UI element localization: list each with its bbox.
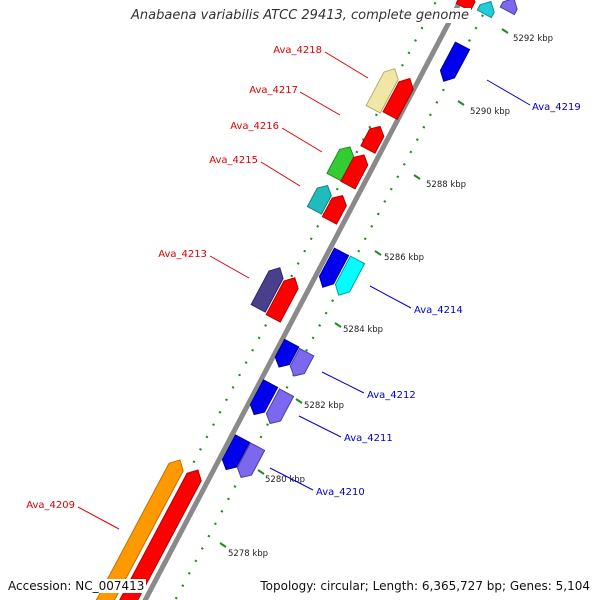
map-title: Anabaena variabilis ATCC 29413, complete… [129, 8, 471, 23]
forward-strand-genes [221, 0, 518, 479]
gene-arrow-ava-4210 [236, 442, 266, 479]
accession-label: Accession: NC_007413 [6, 579, 147, 593]
gene-arrow-red [340, 154, 369, 190]
genome-summary-label: Topology: circular; Length: 6,365,727 bp… [258, 579, 592, 593]
gene-arrow-top-partial-cyan [476, 0, 495, 19]
label-leader-lines [77, 51, 531, 530]
gene-arrow-ava-4218 [365, 68, 399, 114]
scale-label: 5286 kbp [384, 253, 424, 263]
gene-arrow-ava-4213 [250, 267, 284, 313]
genome-backbone [142, 0, 464, 600]
gene-arrow-blue [318, 247, 350, 288]
scale-labels: 5278 kbp 5280 kbp 5282 kbp 5284 kbp 5286… [228, 34, 553, 559]
gene-label-ava-4217: Ava_4217 [249, 85, 298, 96]
gene-label-ava-4214: Ava_4214 [414, 305, 463, 316]
gene-label-ava-4216: Ava_4216 [230, 121, 279, 132]
gene-arrow-blue [249, 379, 279, 416]
gene-arrow-ava-4211 [265, 388, 295, 425]
scale-label: 5282 kbp [304, 401, 344, 411]
gene-label-ava-4215: Ava_4215 [209, 155, 258, 166]
gene-label-ava-4212: Ava_4212 [367, 390, 416, 401]
gene-arrow-ava-4216 [326, 146, 355, 182]
gene-label-ava-4219: Ava_4219 [532, 102, 581, 113]
scale-label: 5292 kbp [513, 34, 553, 44]
gene-label-ava-4210: Ava_4210 [316, 487, 365, 498]
scale-label: 5284 kbp [343, 325, 383, 335]
gene-arrow-red [382, 77, 414, 120]
gene-arrow-red [360, 125, 385, 154]
gene-arrow-top-partial-purple [499, 0, 518, 16]
gene-arrow-ava-4209 [92, 459, 184, 600]
gene-label-ava-4218: Ava_4218 [273, 45, 322, 56]
gene-arrow-red [321, 195, 347, 225]
gene-label-ava-4211: Ava_4211 [344, 433, 393, 444]
scale-label: 5280 kbp [265, 475, 305, 485]
track-dot-line [174, 0, 492, 600]
gene-label-ava-4213: Ava_4213 [158, 249, 207, 260]
gene-arrow-red [265, 277, 299, 323]
scale-label: 5288 kbp [426, 180, 466, 190]
gene-arrow-ava-4214 [334, 255, 366, 296]
gene-label-ava-4209: Ava_4209 [26, 500, 75, 511]
gene-arrow-blue [221, 434, 251, 471]
gene-arrow-ava-4212 [289, 347, 315, 377]
gene-arrow-ava-4219 [439, 41, 471, 82]
gene-arrow-blue [274, 338, 300, 368]
forward-gene-labels: Ava_4219 Ava_4214 Ava_4212 Ava_4211 Ava_… [316, 102, 581, 498]
scale-label: 5290 kbp [470, 107, 510, 117]
scale-label: 5278 kbp [228, 549, 268, 559]
reverse-gene-labels: Ava_4218 Ava_4217 Ava_4216 Ava_4215 Ava_… [26, 45, 322, 511]
gene-arrow-ava-4215 [306, 185, 332, 215]
scale-ticks [219, 28, 509, 548]
